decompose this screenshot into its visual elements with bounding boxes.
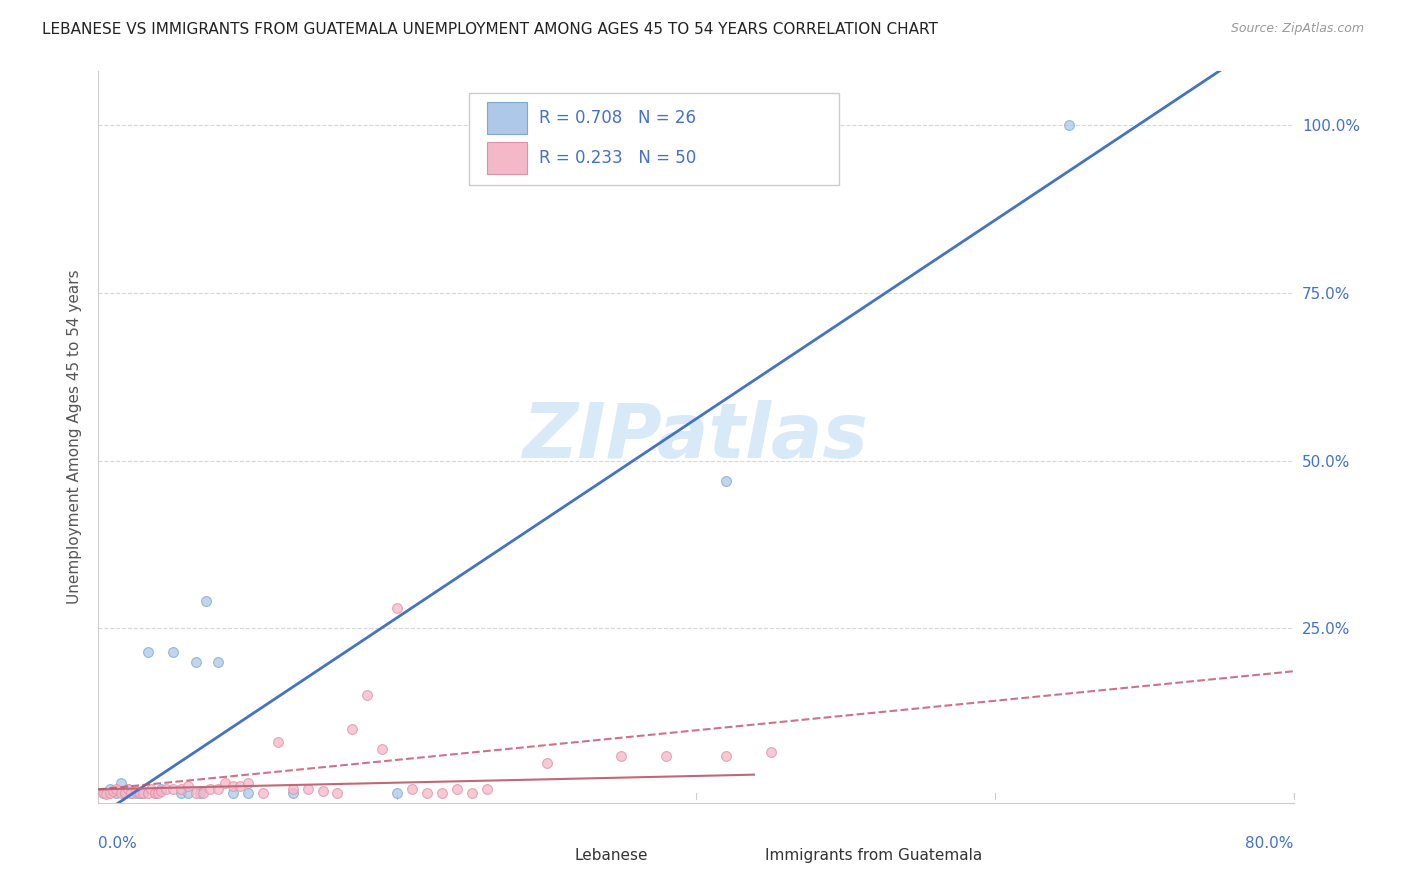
Point: [132, 786, 155, 800]
Point: [155, 782, 177, 797]
Point: [114, 786, 136, 800]
Point: [110, 786, 132, 800]
Point: [356, 689, 378, 703]
Point: [385, 601, 409, 615]
Point: [150, 782, 173, 797]
Point: [105, 786, 128, 800]
Point: [98, 782, 122, 797]
Point: [177, 786, 200, 800]
Point: [195, 594, 218, 608]
Point: [326, 786, 349, 800]
Point: [536, 756, 558, 770]
Point: [162, 645, 184, 659]
Point: [297, 782, 319, 797]
Point: [177, 779, 200, 793]
Text: Source: ZipAtlas.com: Source: ZipAtlas.com: [1230, 22, 1364, 36]
Point: [461, 786, 484, 800]
Text: ZIPatlas: ZIPatlas: [523, 401, 869, 474]
Point: [148, 786, 170, 800]
Text: Lebanese: Lebanese: [574, 848, 648, 863]
Point: [120, 786, 142, 800]
Point: [94, 787, 117, 801]
Point: [267, 735, 290, 749]
Point: [610, 748, 633, 763]
FancyBboxPatch shape: [470, 94, 839, 185]
Point: [236, 775, 259, 789]
Point: [236, 786, 259, 800]
Point: [214, 775, 236, 789]
Point: [98, 786, 122, 800]
Point: [342, 722, 364, 736]
Point: [117, 782, 139, 797]
Point: [184, 786, 207, 800]
Point: [430, 786, 453, 800]
Point: [143, 786, 166, 800]
Point: [714, 748, 737, 763]
FancyBboxPatch shape: [486, 142, 527, 174]
Point: [188, 786, 211, 800]
Point: [475, 782, 498, 797]
FancyBboxPatch shape: [486, 102, 527, 134]
Text: 0.0%: 0.0%: [98, 837, 138, 851]
Point: [311, 783, 333, 797]
Point: [207, 782, 229, 797]
FancyBboxPatch shape: [717, 843, 756, 868]
Point: [110, 775, 132, 789]
Point: [229, 779, 252, 793]
Point: [371, 742, 394, 756]
Point: [105, 782, 128, 797]
Point: [114, 786, 136, 800]
Point: [129, 786, 152, 800]
Point: [446, 782, 468, 797]
Point: [1059, 118, 1081, 132]
Point: [222, 786, 245, 800]
Point: [281, 786, 304, 800]
Point: [162, 782, 184, 797]
Point: [120, 786, 142, 800]
FancyBboxPatch shape: [526, 843, 565, 868]
Point: [136, 645, 159, 659]
Text: R = 0.708   N = 26: R = 0.708 N = 26: [540, 109, 696, 127]
Point: [401, 782, 423, 797]
Point: [136, 786, 159, 800]
Point: [91, 786, 114, 800]
Point: [252, 786, 274, 800]
Point: [117, 782, 139, 797]
Point: [207, 655, 229, 669]
Point: [150, 783, 173, 797]
Point: [129, 786, 152, 800]
Point: [655, 748, 678, 763]
Point: [169, 782, 191, 797]
Point: [191, 786, 214, 800]
Point: [385, 786, 409, 800]
Point: [222, 779, 245, 793]
Point: [200, 782, 222, 797]
Point: [139, 782, 162, 797]
Point: [714, 474, 737, 488]
Point: [281, 782, 304, 797]
Text: Immigrants from Guatemala: Immigrants from Guatemala: [765, 848, 983, 863]
Point: [93, 786, 115, 800]
Point: [143, 786, 166, 800]
Text: LEBANESE VS IMMIGRANTS FROM GUATEMALA UNEMPLOYMENT AMONG AGES 45 TO 54 YEARS COR: LEBANESE VS IMMIGRANTS FROM GUATEMALA UN…: [42, 22, 938, 37]
Point: [759, 746, 782, 760]
Point: [125, 786, 148, 800]
Point: [169, 786, 191, 800]
Point: [125, 783, 148, 797]
Text: 80.0%: 80.0%: [1246, 837, 1294, 851]
Point: [416, 786, 439, 800]
Point: [184, 655, 207, 669]
Point: [103, 783, 125, 797]
Y-axis label: Unemployment Among Ages 45 to 54 years: Unemployment Among Ages 45 to 54 years: [67, 269, 83, 605]
Point: [132, 786, 155, 800]
Text: R = 0.233   N = 50: R = 0.233 N = 50: [540, 149, 696, 167]
